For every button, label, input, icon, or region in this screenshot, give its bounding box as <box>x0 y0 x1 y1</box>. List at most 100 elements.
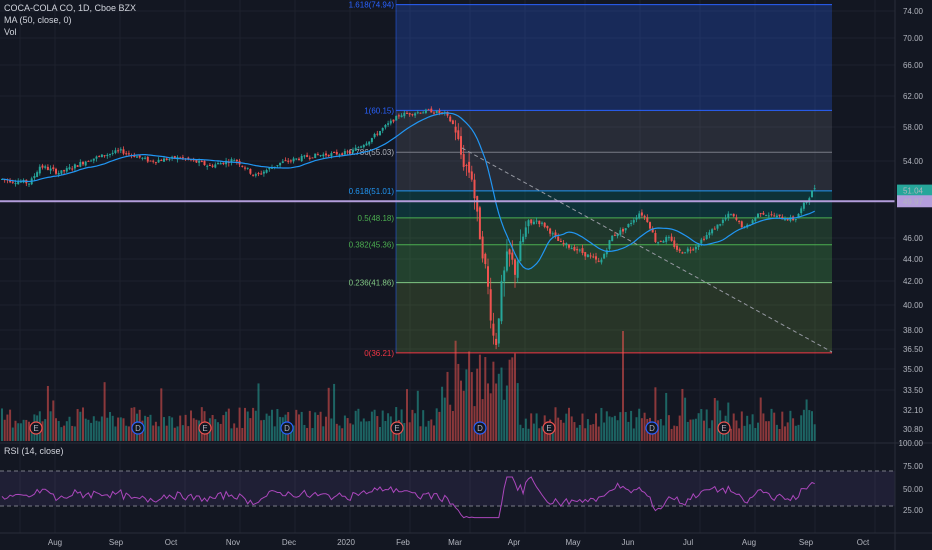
event-marker-D <box>131 421 145 435</box>
candle-body <box>249 168 252 174</box>
volume-bar <box>422 410 425 441</box>
volume-bar <box>635 417 638 441</box>
candle-body <box>770 214 773 216</box>
candle-body <box>244 167 246 169</box>
time-tick: Aug <box>742 538 756 547</box>
candle-body <box>103 155 106 157</box>
volume-bar <box>460 380 462 441</box>
rsi-pane <box>0 442 932 519</box>
ma-legend[interactable]: MA (50, close, 0) <box>4 15 72 25</box>
volume-bar <box>462 390 465 441</box>
candle-body <box>292 158 295 162</box>
candle-body <box>724 217 727 220</box>
volume-bar <box>703 420 705 441</box>
candle-body <box>92 158 95 161</box>
volume-bar <box>759 397 762 441</box>
time-tick: Mar <box>448 538 462 547</box>
candle-body <box>260 173 263 175</box>
fibonacci-retracement[interactable]: 1.618(74.94) 1(60.15) 0.786(55.03) 0.618(51… <box>349 0 832 358</box>
candle-body <box>549 228 552 234</box>
candle-body <box>41 165 44 168</box>
volume-bar <box>314 412 317 441</box>
volume-bar <box>792 418 795 441</box>
candle-body <box>800 208 803 214</box>
candle-body <box>422 112 425 114</box>
volume-bar <box>757 422 759 441</box>
volume-bar <box>184 414 187 441</box>
candle-body <box>408 113 411 115</box>
volume-bar <box>44 419 47 441</box>
volume-bar <box>595 413 597 441</box>
volume-bar <box>551 427 554 441</box>
volume-bar <box>713 398 716 441</box>
fib-zone <box>396 110 832 153</box>
volume-legend[interactable]: Vol <box>4 27 17 37</box>
fib-level-label: 0.236(41.86) <box>349 279 395 288</box>
candle-body <box>82 162 84 165</box>
rsi-legend[interactable]: RSI (14, close) <box>4 446 64 456</box>
volume-bar <box>341 428 344 441</box>
candle-body <box>235 159 238 162</box>
volume-bar <box>808 410 811 441</box>
volume-bar <box>343 415 346 441</box>
volume-bar <box>489 393 492 441</box>
volume-bar <box>68 416 71 441</box>
volume-bar <box>127 426 130 441</box>
price-axis[interactable]: 74.00 70.00 66.00 62.00 58.00 54.00 50.00 46.00… <box>894 0 932 550</box>
candle-body <box>659 240 662 242</box>
candle-body <box>125 153 128 155</box>
price-tick: 33.50 <box>903 386 924 395</box>
candle-body <box>565 243 568 246</box>
candle-body <box>802 202 805 209</box>
volume-bar <box>473 406 476 441</box>
candle-body <box>532 221 535 225</box>
candle-body <box>489 289 492 321</box>
candle-body <box>392 119 395 122</box>
volume-bar <box>222 415 225 441</box>
candle-body <box>473 179 476 199</box>
price-tick: 36.50 <box>903 345 924 354</box>
symbol-legend[interactable]: COCA-COLA CO, 1D, Cboe BZX <box>4 3 137 13</box>
volume-bar <box>484 357 487 441</box>
event-label: E <box>546 424 551 433</box>
volume-bar <box>678 415 681 441</box>
candle-body <box>692 249 695 251</box>
line-price-label: 49.97 <box>903 197 924 206</box>
candle-body <box>424 109 427 113</box>
fib-zone <box>396 282 832 353</box>
candle-body <box>406 112 408 114</box>
candle-body <box>98 156 101 158</box>
trend-line-path <box>461 147 833 353</box>
volume-bar <box>689 419 692 441</box>
candle-body <box>754 217 757 221</box>
volume-bar <box>616 420 619 441</box>
volume-bar <box>276 408 279 441</box>
candle-body <box>454 126 457 133</box>
candle-body <box>252 174 255 176</box>
volume-bar <box>373 409 376 441</box>
volume-bar <box>57 421 60 441</box>
candle-body <box>152 160 155 162</box>
candle-body <box>554 232 557 237</box>
candle-body <box>222 162 225 165</box>
candle-body <box>33 175 36 179</box>
fib-zone <box>396 4 832 111</box>
candle-body <box>154 162 157 164</box>
candle-body <box>740 221 743 228</box>
volume-bar <box>273 426 276 441</box>
volume-bar <box>168 416 171 441</box>
candle-body <box>732 213 735 217</box>
trend-line[interactable] <box>461 147 833 353</box>
candle-body <box>397 115 400 117</box>
candle-body <box>570 248 573 250</box>
candle-body <box>511 252 514 260</box>
volume-bar <box>41 421 44 441</box>
candle-body <box>349 151 352 154</box>
candle-body <box>627 223 630 228</box>
candle-body <box>811 190 813 198</box>
event-marker-E <box>29 421 43 435</box>
time-axis[interactable]: Aug Sep Oct Nov Dec 2020 Feb Mar Apr May Jun Jul Aug… <box>0 532 932 547</box>
candle-body <box>487 266 489 287</box>
